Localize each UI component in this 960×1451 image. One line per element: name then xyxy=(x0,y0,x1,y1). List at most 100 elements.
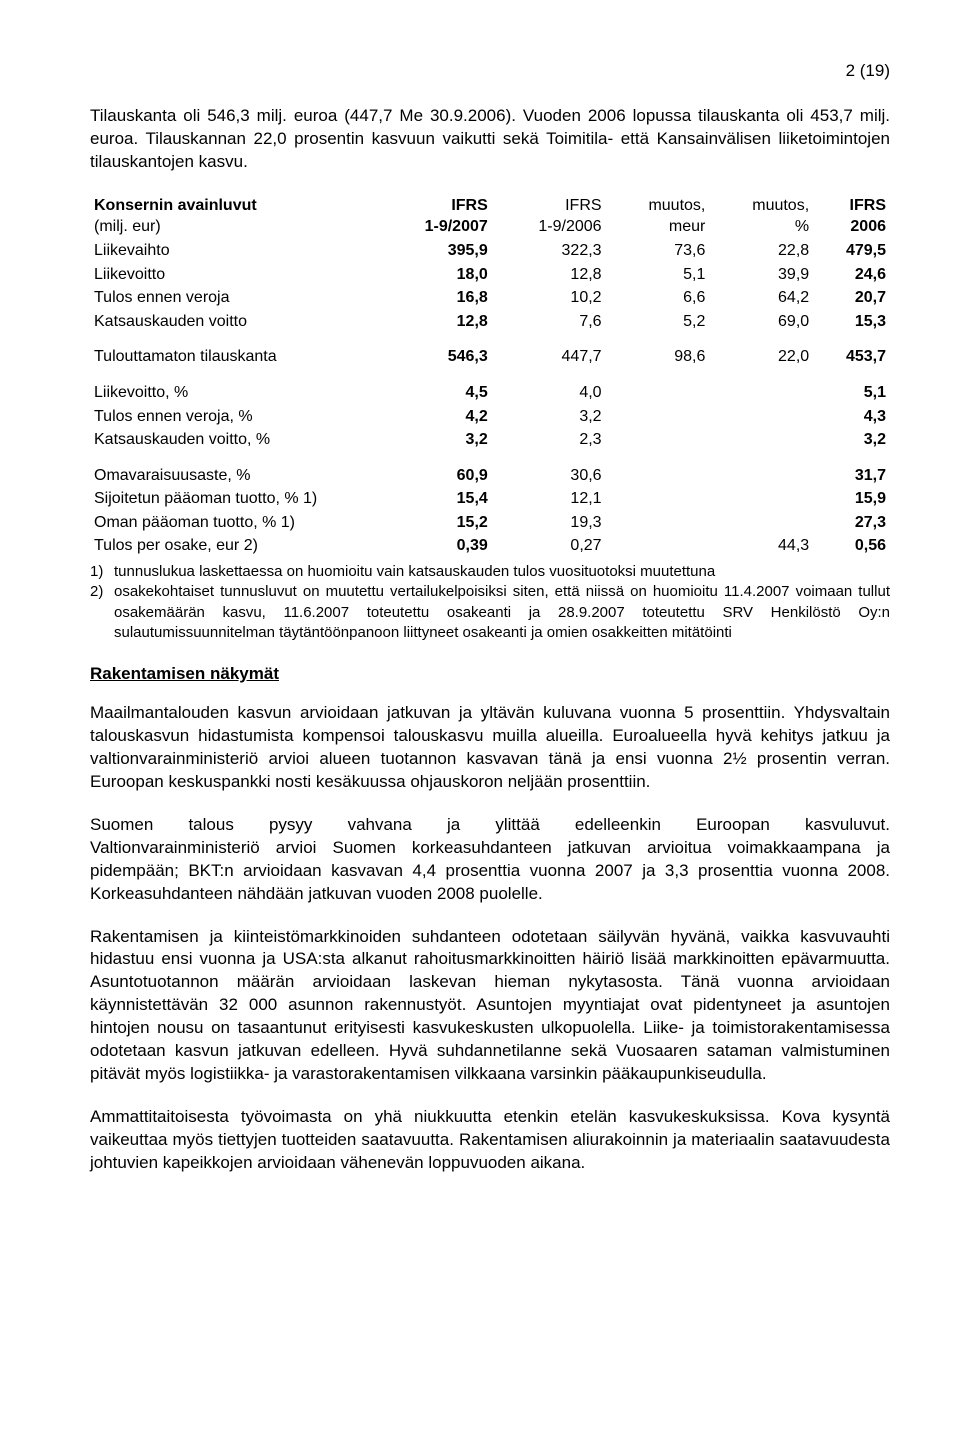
table-row: Katsauskauden voitto, %3,22,33,2 xyxy=(90,428,890,452)
row-label: Omavaraisuusaste, % xyxy=(90,464,378,488)
row-value: 5,1 xyxy=(813,381,890,405)
row-value: 18,0 xyxy=(378,263,492,287)
page-number: 2 (19) xyxy=(90,60,890,83)
footnote-marker: 2) xyxy=(90,582,114,643)
row-value: 4,2 xyxy=(378,405,492,429)
header-col0a: Konsernin avainluvut xyxy=(94,197,257,214)
row-value xyxy=(709,405,813,429)
section-heading: Rakentamisen näkymät xyxy=(90,663,890,686)
row-value: 22,8 xyxy=(709,239,813,263)
row-value: 453,7 xyxy=(813,345,890,369)
row-value xyxy=(606,487,710,511)
body-paragraph-2a: Suomen talous pysyy vahvana ja ylittää e… xyxy=(90,814,890,837)
row-value: 4,5 xyxy=(378,381,492,405)
table-row xyxy=(90,369,890,381)
table-row: Tulouttamaton tilauskanta546,3447,798,62… xyxy=(90,345,890,369)
row-value: 0,56 xyxy=(813,534,890,558)
row-value: 27,3 xyxy=(813,511,890,535)
row-value xyxy=(606,381,710,405)
footnote-text: osakekohtaiset tunnusluvut on muutettu v… xyxy=(114,582,890,643)
row-value: 12,8 xyxy=(492,263,606,287)
row-value xyxy=(709,428,813,452)
header-col3b: meur xyxy=(669,218,705,235)
row-value: 20,7 xyxy=(813,286,890,310)
body-paragraph-1: Maailmantalouden kasvun arvioidaan jatku… xyxy=(90,702,890,794)
row-value: 15,9 xyxy=(813,487,890,511)
row-value: 3,2 xyxy=(492,405,606,429)
table-row: Sijoitetun pääoman tuotto, % 1)15,412,11… xyxy=(90,487,890,511)
header-col1b: 1-9/2007 xyxy=(425,218,488,235)
row-value: 31,7 xyxy=(813,464,890,488)
table-row: Tulos ennen veroja16,810,26,664,220,7 xyxy=(90,286,890,310)
row-label: Tulos ennen veroja, % xyxy=(90,405,378,429)
row-value: 6,6 xyxy=(606,286,710,310)
row-value xyxy=(709,381,813,405)
row-value: 5,2 xyxy=(606,310,710,334)
row-label: Tulos ennen veroja xyxy=(90,286,378,310)
header-col5a: IFRS xyxy=(850,197,886,214)
table-row: Omavaraisuusaste, %60,930,6 31,7 xyxy=(90,464,890,488)
row-value xyxy=(709,464,813,488)
row-value: 98,6 xyxy=(606,345,710,369)
row-value xyxy=(606,534,710,558)
body-paragraph-2b: Valtionvarainministeriö arvioi Suomen ko… xyxy=(90,837,890,906)
row-value: 2,3 xyxy=(492,428,606,452)
header-col4b: % xyxy=(795,218,809,235)
row-value: 546,3 xyxy=(378,345,492,369)
intro-paragraph: Tilauskanta oli 546,3 milj. euroa (447,7… xyxy=(90,105,890,174)
row-label: Liikevoitto xyxy=(90,263,378,287)
footnote-marker: 1) xyxy=(90,562,114,582)
row-label: Oman pääoman tuotto, % 1) xyxy=(90,511,378,535)
row-value: 64,2 xyxy=(709,286,813,310)
header-col4a: muutos, xyxy=(752,197,809,214)
table-row: Liikevoitto18,012,85,139,924,6 xyxy=(90,263,890,287)
header-col2b: 1-9/2006 xyxy=(538,218,601,235)
body-paragraph-4: Ammattitaitoisesta työvoimasta on yhä ni… xyxy=(90,1106,890,1175)
table-row xyxy=(90,452,890,464)
header-col2a: IFRS xyxy=(565,197,601,214)
table-row: Liikevoitto, %4,54,05,1 xyxy=(90,381,890,405)
table-row: Tulos ennen veroja, %4,23,24,3 xyxy=(90,405,890,429)
row-value: 24,6 xyxy=(813,263,890,287)
row-value: 0,39 xyxy=(378,534,492,558)
body-paragraph-3: Rakentamisen ja kiinteistömarkkinoiden s… xyxy=(90,926,890,1087)
row-value xyxy=(606,428,710,452)
row-value: 4,0 xyxy=(492,381,606,405)
header-col1a: IFRS xyxy=(451,197,487,214)
row-value: 73,6 xyxy=(606,239,710,263)
row-value: 30,6 xyxy=(492,464,606,488)
row-value xyxy=(606,511,710,535)
footnote: 1)tunnuslukua laskettaessa on huomioitu … xyxy=(90,562,890,582)
header-col3a: muutos, xyxy=(648,197,705,214)
row-label: Liikevaihto xyxy=(90,239,378,263)
row-label: Katsauskauden voitto, % xyxy=(90,428,378,452)
row-value: 19,3 xyxy=(492,511,606,535)
table-row: Liikevaihto395,9322,373,622,8479,5 xyxy=(90,239,890,263)
row-value: 479,5 xyxy=(813,239,890,263)
table-header-row: Konsernin avainluvut (milj. eur) IFRS 1-… xyxy=(90,194,890,239)
row-value: 22,0 xyxy=(709,345,813,369)
row-value: 44,3 xyxy=(709,534,813,558)
row-value xyxy=(606,464,710,488)
footnotes: 1)tunnuslukua laskettaessa on huomioitu … xyxy=(90,562,890,643)
row-value: 60,9 xyxy=(378,464,492,488)
footnote-text: tunnuslukua laskettaessa on huomioitu va… xyxy=(114,562,890,582)
row-label: Tulos per osake, eur 2) xyxy=(90,534,378,558)
row-value: 12,8 xyxy=(378,310,492,334)
header-col0b: (milj. eur) xyxy=(94,218,161,235)
body-paragraph-2: Suomen talous pysyy vahvana ja ylittää e… xyxy=(90,814,890,906)
table-row xyxy=(90,333,890,345)
row-value: 395,9 xyxy=(378,239,492,263)
header-col5b: 2006 xyxy=(850,218,886,235)
table-row: Katsauskauden voitto12,87,65,269,015,3 xyxy=(90,310,890,334)
row-value: 322,3 xyxy=(492,239,606,263)
row-value: 0,27 xyxy=(492,534,606,558)
row-value: 69,0 xyxy=(709,310,813,334)
row-value: 12,1 xyxy=(492,487,606,511)
row-label: Katsauskauden voitto xyxy=(90,310,378,334)
table-row: Tulos per osake, eur 2)0,390,27 44,30,56 xyxy=(90,534,890,558)
row-value: 447,7 xyxy=(492,345,606,369)
row-value: 3,2 xyxy=(378,428,492,452)
financial-table: Konsernin avainluvut (milj. eur) IFRS 1-… xyxy=(90,194,890,558)
row-value xyxy=(606,405,710,429)
